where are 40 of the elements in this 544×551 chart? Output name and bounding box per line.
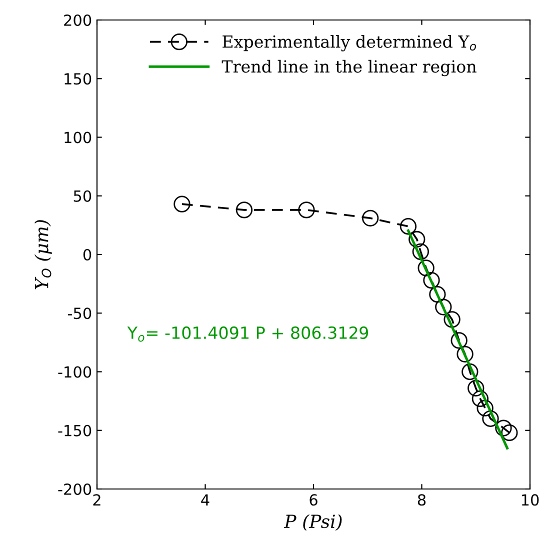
point	[298, 202, 315, 218]
point	[476, 400, 494, 416]
y-tick-label: 0	[83, 248, 92, 261]
x-tick-label: 2	[93, 494, 100, 506]
y-tick-label: -150	[58, 424, 92, 436]
point	[418, 260, 434, 276]
y-axis-title: Y$_{O}$ (μm)	[34, 220, 52, 290]
y-tick-label: 200	[64, 14, 92, 26]
x-tick-label: 4	[201, 494, 210, 506]
annotation: Y$_{o}$= -101.4091 P + 806.3129	[127, 326, 368, 342]
x-tick-label: 8	[418, 494, 426, 506]
point	[482, 410, 499, 427]
point	[468, 380, 484, 396]
y-tick-label: 50	[74, 190, 92, 202]
y-tick-label: -100	[58, 366, 92, 378]
point	[495, 420, 512, 436]
point	[429, 286, 446, 303]
y-tick-label: -50	[68, 308, 92, 320]
point	[423, 272, 440, 289]
point	[435, 298, 452, 316]
point	[236, 202, 253, 218]
x-tick-label: 6	[310, 494, 318, 506]
x-tick-label: 10	[522, 494, 539, 506]
point	[444, 311, 460, 328]
y-tick-label: -200	[58, 483, 92, 496]
point	[450, 332, 468, 349]
legend-label: Experimentally determined Y$_{o}$	[222, 35, 476, 52]
point	[400, 218, 417, 235]
x-axis-title: P (Psi)	[284, 514, 342, 531]
y-tick-label: 150	[64, 73, 92, 85]
legend-label: Trend line in the linear region	[222, 60, 476, 76]
point	[462, 363, 478, 380]
point	[408, 230, 426, 248]
point	[174, 196, 190, 212]
point	[412, 243, 429, 260]
point	[362, 210, 379, 226]
point	[456, 346, 474, 362]
y-tick-label: 100	[64, 132, 92, 144]
point	[472, 390, 489, 408]
point	[501, 424, 518, 442]
